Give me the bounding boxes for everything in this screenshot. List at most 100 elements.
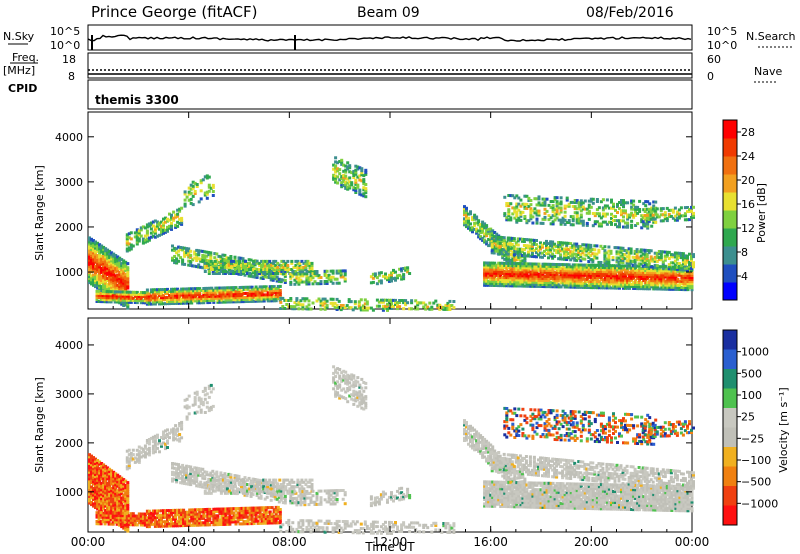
heatmap-cell <box>196 287 200 291</box>
heatmap-cell <box>523 204 527 208</box>
heatmap-cell <box>569 269 573 273</box>
heatmap-cell <box>295 303 299 307</box>
heatmap-cell <box>643 263 647 266</box>
heatmap-cell <box>513 266 517 270</box>
heatmap-cell <box>543 211 547 215</box>
heatmap-cell <box>679 252 683 255</box>
heatmap-cell <box>662 273 666 277</box>
heatmap-cell <box>116 279 120 283</box>
heatmap-cell <box>553 198 557 202</box>
heatmap-cell <box>162 294 165 298</box>
heatmap-cell <box>547 266 551 270</box>
heatmap-cell <box>681 260 685 264</box>
heatmap-cell <box>155 290 159 294</box>
heatmap-cell <box>362 174 366 178</box>
heatmap-cell <box>517 272 521 276</box>
heatmap-cell <box>398 305 402 309</box>
heatmap-cell <box>483 261 487 265</box>
heatmap-cell <box>90 274 93 278</box>
heatmap-cell <box>571 223 575 227</box>
heatmap-cell <box>104 491 108 495</box>
heatmap-cell <box>345 304 349 308</box>
heatmap-cell <box>511 212 515 216</box>
heatmap-cell <box>124 281 128 285</box>
heatmap-cell <box>620 268 623 272</box>
heatmap-cell <box>95 289 99 293</box>
heatmap-cell <box>622 272 625 276</box>
heatmap-cell <box>129 292 133 296</box>
heatmap-cell <box>551 242 555 246</box>
heatmap-cell <box>392 277 395 281</box>
heatmap-cell <box>304 259 308 263</box>
heatmap-cell <box>591 201 595 205</box>
heatmap-cell <box>88 475 91 479</box>
heatmap-cell <box>264 297 268 301</box>
heatmap-cell <box>293 301 297 305</box>
heatmap-cell <box>483 277 487 281</box>
heatmap-cell <box>654 269 658 273</box>
heatmap-cell <box>100 281 104 285</box>
heatmap-cell <box>551 267 555 270</box>
heatmap-cell <box>653 265 657 269</box>
heatmap-cell <box>581 275 585 279</box>
heatmap-cell <box>529 276 533 280</box>
heatmap-cell <box>127 236 131 240</box>
heatmap-cell <box>114 266 118 270</box>
heatmap-cell <box>670 279 674 283</box>
heatmap-cell <box>272 289 276 293</box>
heatmap-cell <box>537 284 541 288</box>
heatmap-cell <box>654 271 658 275</box>
heatmap-cell <box>357 306 361 310</box>
heatmap-cell <box>641 252 645 256</box>
heatmap-cell <box>563 253 567 257</box>
heatmap-cell <box>503 272 507 275</box>
heatmap-cell <box>618 219 621 223</box>
heatmap-cell <box>589 254 593 257</box>
heatmap-cell <box>483 265 487 269</box>
heatmap-cell <box>332 177 336 181</box>
heatmap-cell <box>209 261 213 265</box>
heatmap-cell <box>189 187 193 191</box>
heatmap-cell <box>635 248 639 252</box>
heatmap-cell <box>162 217 165 221</box>
heatmap-cell <box>555 265 559 268</box>
heatmap-cell <box>100 262 104 266</box>
heatmap-cell <box>634 272 638 276</box>
heatmap-cell <box>92 486 95 490</box>
heatmap-cell <box>614 223 617 227</box>
heatmap-cell <box>174 225 178 229</box>
heatmap-cell <box>201 256 205 259</box>
heatmap-cell <box>505 284 509 288</box>
heatmap-cell <box>619 250 623 254</box>
heatmap-cell <box>607 284 611 288</box>
heatmap-cell <box>402 267 406 270</box>
heatmap-cell <box>514 241 518 245</box>
heatmap-cell <box>274 272 278 275</box>
heatmap-cell <box>620 211 623 215</box>
heatmap-cell <box>688 282 692 286</box>
heatmap-cell <box>501 284 505 288</box>
heatmap-cell <box>603 276 607 280</box>
heatmap-cell <box>612 280 615 284</box>
heatmap-cell <box>612 274 615 278</box>
heatmap-cell <box>224 292 228 296</box>
heatmap-cell <box>278 293 282 296</box>
heatmap-cell <box>162 288 165 292</box>
heatmap-cell <box>268 265 272 269</box>
heatmap-cell <box>521 276 525 280</box>
heatmap-cell <box>102 465 106 469</box>
heatmap-cell <box>471 230 474 234</box>
heatmap-cell <box>525 268 529 272</box>
heatmap-cell <box>539 282 543 286</box>
heatmap-cell <box>573 277 577 281</box>
heatmap-cell <box>139 299 143 303</box>
heatmap-cell <box>108 507 112 511</box>
heatmap-cell <box>120 268 124 272</box>
heatmap-cell <box>647 251 651 255</box>
heatmap-cell <box>483 232 487 236</box>
heatmap-cell <box>209 259 213 263</box>
heatmap-cell <box>176 293 180 297</box>
heatmap-cell <box>268 285 272 289</box>
heatmap-cell <box>260 299 264 303</box>
heatmap-cell <box>489 275 493 279</box>
